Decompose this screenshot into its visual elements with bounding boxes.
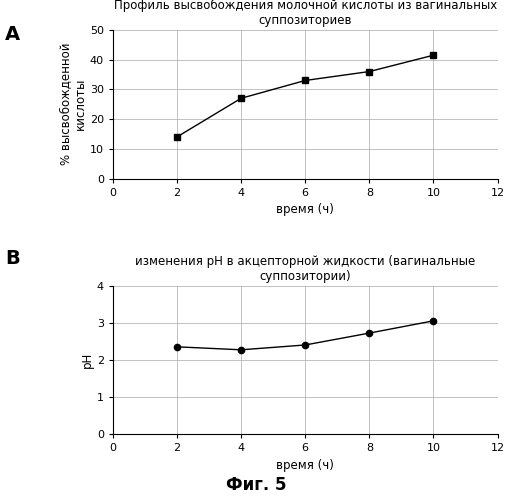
Y-axis label: pH: pH bbox=[81, 352, 94, 368]
Title: Профиль высвобождения молочной кислоты из вагинальных
суппозиториев: Профиль высвобождения молочной кислоты и… bbox=[113, 0, 497, 27]
Text: Фиг. 5: Фиг. 5 bbox=[226, 476, 287, 494]
Title: изменения pH в акцепторной жидкости (вагинальные
суппозитории): изменения pH в акцепторной жидкости (ваг… bbox=[135, 255, 476, 283]
X-axis label: время (ч): время (ч) bbox=[277, 203, 334, 216]
Y-axis label: % высвобожденной
кислоты: % высвобожденной кислоты bbox=[59, 43, 87, 166]
Text: A: A bbox=[5, 25, 20, 44]
Text: B: B bbox=[5, 250, 20, 268]
X-axis label: время (ч): время (ч) bbox=[277, 459, 334, 472]
